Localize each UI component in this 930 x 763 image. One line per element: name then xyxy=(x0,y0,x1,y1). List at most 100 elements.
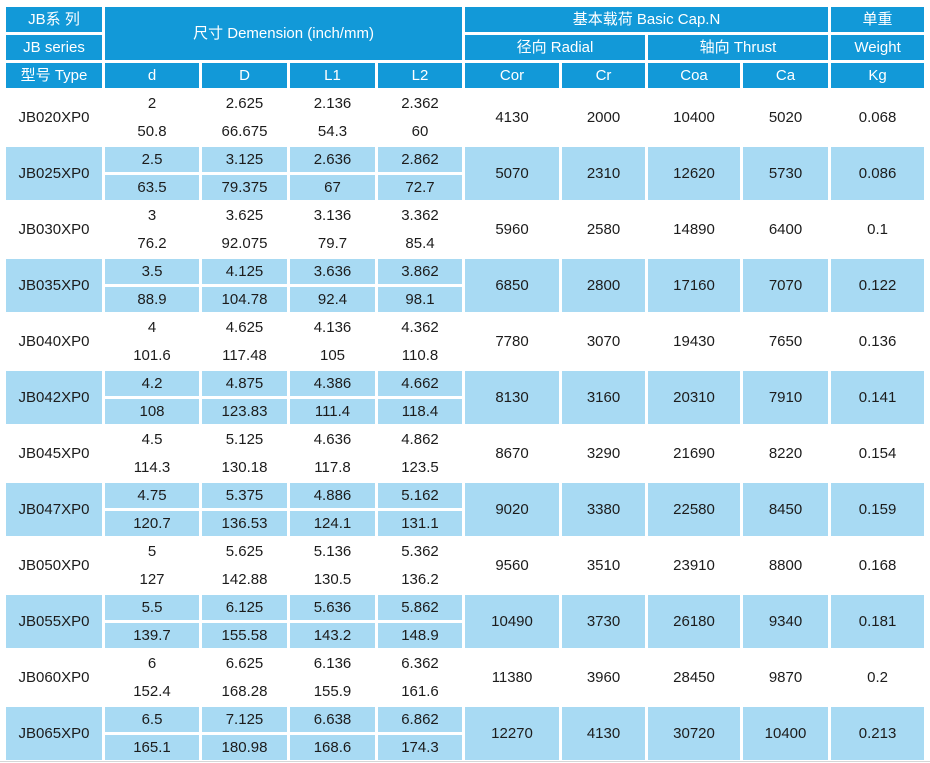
load-cell: 3730 xyxy=(562,595,645,648)
dim-mm-cell: 60 xyxy=(378,119,462,144)
load-cell: 10490 xyxy=(465,595,559,648)
column-header-D: D xyxy=(202,63,287,88)
dim-inch-cell: 4.362 xyxy=(378,315,462,340)
load-cell: 11380 xyxy=(465,651,559,704)
dim-inch-cell: 5.862 xyxy=(378,595,462,620)
dim-mm-cell: 139.7 xyxy=(105,623,199,648)
column-header-d: d xyxy=(105,63,199,88)
series-title-zh: JB系 列 xyxy=(6,7,102,32)
dim-mm-cell: 85.4 xyxy=(378,231,462,256)
dim-inch-cell: 4.386 xyxy=(290,371,375,396)
header-row-2: JB series 径向 Radial 轴向 Thrust Weight xyxy=(6,35,925,60)
table-body: JB020XP0 2 2.625 2.136 2.362 4130 2000 10400 502… xyxy=(6,91,925,760)
table-row: 114.3 130.18 117.8 123.5 xyxy=(6,455,924,480)
dim-mm-cell: 79.7 xyxy=(290,231,375,256)
load-cell: 12270 xyxy=(465,707,559,760)
table-row: JB047XP0 4.75 5.375 4.886 5.162 9020 3380 22580… xyxy=(6,483,925,536)
dim-inch-cell: 6 xyxy=(105,651,199,676)
load-cell: 23910 xyxy=(648,539,740,592)
load-cell: 28450 xyxy=(648,651,740,704)
dim-mm-cell: 131.1 xyxy=(378,511,462,536)
table-row: JB060XP0 6 6.625 6.136 6.362 11380 3960 28450 98… xyxy=(6,651,925,704)
dim-mm-cell: 165.1 xyxy=(105,735,199,760)
dim-mm-cell: 152.4 xyxy=(105,679,199,704)
load-cell: 8450 xyxy=(743,483,829,536)
dim-inch-cell: 6.5 xyxy=(105,707,199,732)
load-cell: 22580 xyxy=(648,483,740,536)
load-cell: 2580 xyxy=(562,203,645,256)
dim-inch-cell: 4.625 xyxy=(202,315,287,340)
dim-mm-cell: 108 xyxy=(105,399,199,424)
table-row: 50.8 66.675 54.3 60 xyxy=(6,119,924,144)
header-row-3: 型号 Type d D L1 L2 Cor Cr Coa Ca Kg xyxy=(6,63,925,88)
dim-mm-cell: 50.8 xyxy=(105,119,199,144)
dim-inch-cell: 3.136 xyxy=(290,203,375,228)
dim-inch-cell: 4.662 xyxy=(378,371,462,396)
model-cell: JB025XP0 xyxy=(6,147,102,200)
dim-mm-cell: 101.6 xyxy=(105,343,199,368)
model-cell: JB035XP0 xyxy=(6,259,102,312)
weight-cell: 0.159 xyxy=(831,483,925,536)
dim-inch-cell: 6.125 xyxy=(202,595,287,620)
weight-cell: 0.154 xyxy=(831,427,925,480)
model-cell: JB055XP0 xyxy=(6,595,102,648)
load-cell: 8220 xyxy=(743,427,829,480)
dim-mm-cell: 76.2 xyxy=(105,231,199,256)
weight-cell: 0.181 xyxy=(831,595,925,648)
dim-mm-cell: 79.375 xyxy=(202,175,287,200)
dim-mm-cell: 110.8 xyxy=(378,343,462,368)
dim-mm-cell: 120.7 xyxy=(105,511,199,536)
table-row: 165.1 180.98 168.6 174.3 xyxy=(6,735,924,760)
table-row: 101.6 117.48 105 110.8 xyxy=(6,343,924,368)
dim-mm-cell: 72.7 xyxy=(378,175,462,200)
weight-cell: 0.136 xyxy=(831,315,925,368)
table-row: JB040XP0 4 4.625 4.136 4.362 7780 3070 19430 765… xyxy=(6,315,925,368)
dim-inch-cell: 5.636 xyxy=(290,595,375,620)
model-cell: JB060XP0 xyxy=(6,651,102,704)
dim-inch-cell: 5.5 xyxy=(105,595,199,620)
dim-mm-cell: 155.9 xyxy=(290,679,375,704)
load-cell: 5960 xyxy=(465,203,559,256)
dim-mm-cell: 136.2 xyxy=(378,567,462,592)
dim-inch-cell: 4.5 xyxy=(105,427,199,452)
load-cell: 3160 xyxy=(562,371,645,424)
load-cell: 5070 xyxy=(465,147,559,200)
table-row: JB020XP0 2 2.625 2.136 2.362 4130 2000 10400 502… xyxy=(6,91,925,144)
load-cell: 8130 xyxy=(465,371,559,424)
bearing-spec-table: JB系 列 尺寸 Demension (inch/mm) 基本载荷 Basic … xyxy=(3,4,928,763)
dim-inch-cell: 2.862 xyxy=(378,147,462,172)
page-edge-line xyxy=(0,761,930,762)
dim-mm-cell: 54.3 xyxy=(290,119,375,144)
dim-mm-cell: 155.58 xyxy=(202,623,287,648)
dim-mm-cell: 136.53 xyxy=(202,511,287,536)
load-cell: 7650 xyxy=(743,315,829,368)
weight-cell: 0.213 xyxy=(831,707,925,760)
table-row: 108 123.83 111.4 118.4 xyxy=(6,399,924,424)
model-cell: JB045XP0 xyxy=(6,427,102,480)
column-header-Coa: Coa xyxy=(648,63,740,88)
weight-cell: 0.1 xyxy=(831,203,925,256)
load-cell: 5020 xyxy=(743,91,829,144)
dim-inch-cell: 5.136 xyxy=(290,539,375,564)
dim-inch-cell: 4.886 xyxy=(290,483,375,508)
dim-mm-cell: 142.88 xyxy=(202,567,287,592)
load-cell: 10400 xyxy=(648,91,740,144)
dim-inch-cell: 4.875 xyxy=(202,371,287,396)
load-cell: 9560 xyxy=(465,539,559,592)
dim-inch-cell: 3 xyxy=(105,203,199,228)
dim-mm-cell: 124.1 xyxy=(290,511,375,536)
load-cell: 9340 xyxy=(743,595,829,648)
table-row: 88.9 104.78 92.4 98.1 xyxy=(6,287,924,312)
load-cell: 3290 xyxy=(562,427,645,480)
dim-mm-cell: 88.9 xyxy=(105,287,199,312)
load-cell: 8800 xyxy=(743,539,829,592)
dim-inch-cell: 6.862 xyxy=(378,707,462,732)
load-cell: 3070 xyxy=(562,315,645,368)
dim-inch-cell: 3.636 xyxy=(290,259,375,284)
dim-mm-cell: 123.83 xyxy=(202,399,287,424)
table-row: 152.4 168.28 155.9 161.6 xyxy=(6,679,924,704)
weight-cell: 0.068 xyxy=(831,91,925,144)
dim-inch-cell: 4.136 xyxy=(290,315,375,340)
dim-inch-cell: 3.862 xyxy=(378,259,462,284)
